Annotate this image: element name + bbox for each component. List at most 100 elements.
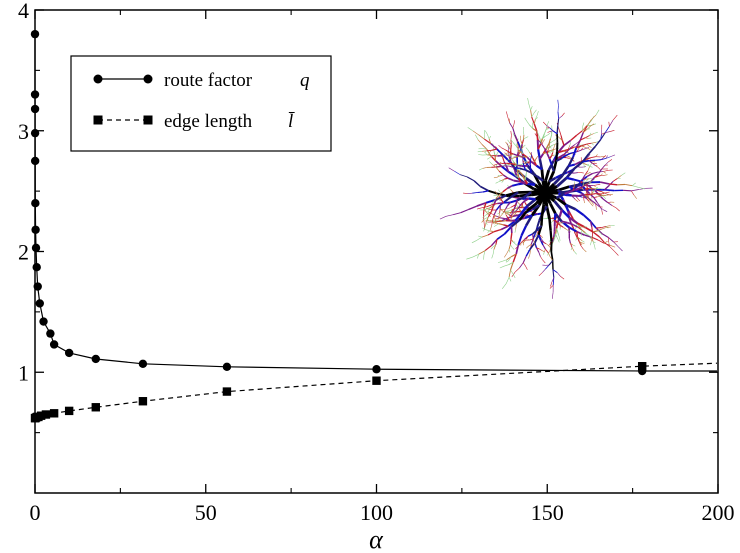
tree-branch xyxy=(593,185,596,187)
tree-branch xyxy=(487,211,492,218)
tree-branch xyxy=(554,219,559,224)
tree-branch xyxy=(534,235,537,238)
tree-branch xyxy=(510,212,513,217)
tree-branch xyxy=(595,187,598,191)
tree-branch xyxy=(506,208,509,210)
tree-branch xyxy=(507,158,510,161)
tree-branch xyxy=(517,141,522,150)
x-tick-label: 200 xyxy=(702,500,735,525)
tree-branch xyxy=(574,208,585,217)
data-point-route-factor xyxy=(91,354,100,364)
tree-branch xyxy=(603,170,609,172)
tree-branch xyxy=(553,200,563,211)
tree-branch xyxy=(508,277,512,282)
tree-branch xyxy=(517,202,520,205)
tree-branch xyxy=(513,204,517,207)
tree-branch xyxy=(533,159,537,162)
tree-branch xyxy=(594,175,599,179)
tree-branch xyxy=(595,227,603,235)
tree-branch xyxy=(573,178,582,183)
tree-branch xyxy=(508,261,514,266)
tree-branch xyxy=(491,220,493,226)
tree-branch xyxy=(502,178,505,182)
tree-branch xyxy=(475,134,479,140)
tree-branch xyxy=(611,205,617,209)
tree-branch xyxy=(496,175,501,178)
tree-branch xyxy=(580,187,583,190)
tree-branch xyxy=(621,172,626,176)
tree-branch xyxy=(616,207,620,212)
tree-branch xyxy=(506,201,511,207)
tree-branch xyxy=(488,138,492,144)
tree-branch xyxy=(601,233,609,238)
tree-branch xyxy=(490,201,494,205)
tree-branch xyxy=(482,190,489,193)
tree-branch xyxy=(550,133,553,139)
spanning-tree-inset xyxy=(439,98,653,299)
tree-branch xyxy=(509,154,512,158)
tree-branch xyxy=(553,233,557,240)
tree-branch xyxy=(477,207,482,210)
tree-branch xyxy=(486,149,492,152)
tree-branch xyxy=(604,174,608,176)
tree-branch xyxy=(526,236,529,240)
tree-branch xyxy=(595,203,597,207)
tree-branch xyxy=(567,222,574,226)
tree-branch xyxy=(561,140,565,146)
tree-branch xyxy=(482,208,487,211)
tree-branch xyxy=(553,148,557,150)
tree-branch xyxy=(563,150,569,156)
data-point-edge-length xyxy=(138,397,148,406)
tree-branch xyxy=(601,132,605,135)
tree-branch xyxy=(586,198,590,202)
tree-branch xyxy=(533,123,538,132)
tree-branch xyxy=(548,138,552,144)
tree-branch xyxy=(514,166,520,170)
tree-branch xyxy=(544,249,546,253)
tree-branch xyxy=(559,224,564,228)
tree-branch xyxy=(574,160,581,166)
tree-branch xyxy=(510,153,514,156)
tree-branch xyxy=(490,142,498,150)
tree-branch xyxy=(502,174,509,179)
tree-branch xyxy=(508,214,513,217)
tree-branch xyxy=(543,241,547,245)
tree-branch xyxy=(536,220,541,228)
data-point-route-factor xyxy=(31,225,40,234)
tree-branch xyxy=(589,165,593,168)
tree-branch xyxy=(564,191,570,195)
tree-branch xyxy=(609,244,616,248)
data-point-edge-length xyxy=(41,410,51,419)
tree-branch xyxy=(490,238,498,247)
tree-branch xyxy=(582,122,585,127)
tree-branch xyxy=(595,159,602,161)
tree-branch xyxy=(497,154,504,157)
tree-branch xyxy=(586,164,590,167)
tree-branch xyxy=(452,212,461,216)
tree-branch xyxy=(540,256,543,261)
tree-branch xyxy=(493,163,498,166)
tree-branch xyxy=(466,176,475,182)
tree-branch xyxy=(608,159,613,163)
tree-branch xyxy=(481,150,487,152)
tree-branch xyxy=(562,226,567,230)
tree-branch xyxy=(522,255,527,263)
tree-branch xyxy=(513,162,517,166)
tree-branch xyxy=(598,194,602,198)
tree-branch xyxy=(552,238,555,244)
tree-branch xyxy=(494,218,496,222)
tree-branch xyxy=(520,205,529,215)
tree-branch xyxy=(498,170,504,176)
tree-branch xyxy=(504,212,507,216)
tree-branch xyxy=(517,234,523,246)
tree-branch xyxy=(487,157,490,160)
tree-branch xyxy=(499,265,505,269)
tree-branch xyxy=(476,202,487,207)
tree-branch xyxy=(525,147,529,150)
tree-branch xyxy=(533,109,537,114)
tree-branch xyxy=(554,138,557,141)
tree-branch xyxy=(526,121,530,126)
tree-branch xyxy=(502,164,506,166)
tree-branch xyxy=(481,144,487,150)
